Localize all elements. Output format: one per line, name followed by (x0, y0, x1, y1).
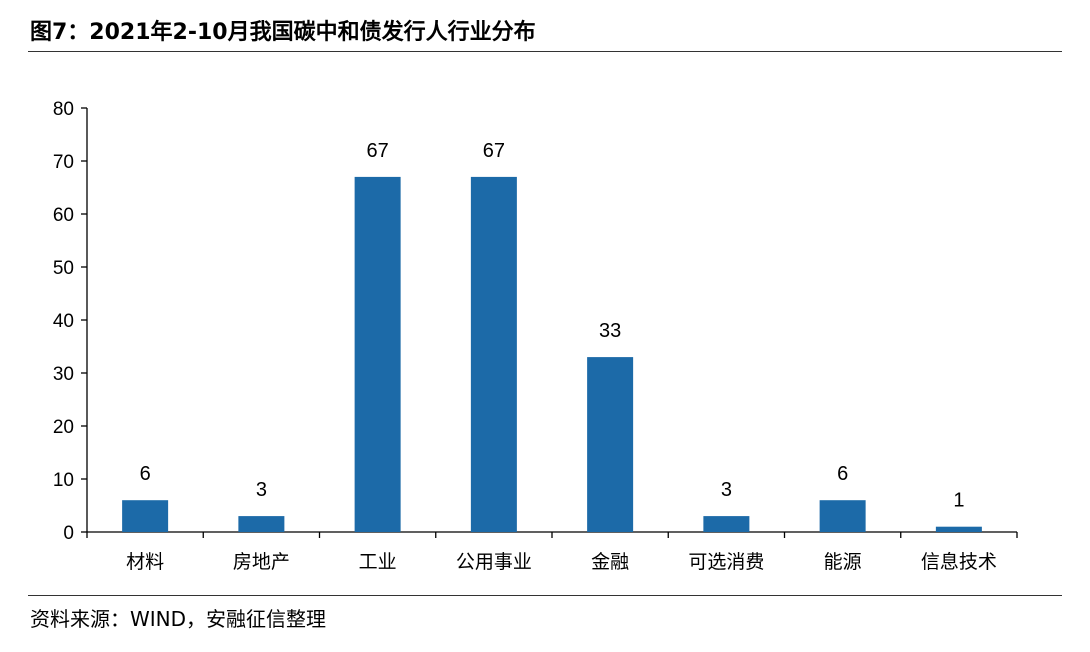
bar (122, 500, 169, 532)
top-rule (28, 51, 1062, 52)
y-tick-label: 80 (53, 99, 74, 120)
bar-value-label: 33 (599, 320, 621, 342)
y-tick-label: 30 (53, 364, 74, 385)
x-category-label: 可选消费 (688, 551, 764, 573)
x-category-label: 能源 (824, 551, 862, 573)
bar (354, 176, 401, 532)
x-category-label: 材料 (126, 551, 164, 573)
y-tick-label: 40 (53, 311, 74, 332)
x-category-label: 工业 (359, 551, 397, 573)
x-category-label: 房地产 (233, 551, 290, 573)
bar-value-label: 6 (837, 463, 848, 485)
source-note: 资料来源：WIND，安融征信整理 (30, 607, 327, 631)
bar (587, 357, 634, 532)
bar (935, 526, 982, 532)
bottom-rule (28, 595, 1062, 596)
x-category-label: 公用事业 (456, 551, 532, 573)
y-tick-label: 0 (63, 523, 74, 544)
bar-value-label: 67 (367, 140, 389, 162)
bars (122, 176, 982, 532)
y-tick-label: 10 (53, 470, 74, 491)
bar-chart: 0 10 20 30 40 50 60 70 80 材料 房地产 工业 公用事业 金融 可选消费 能源 信息技… (53, 99, 1018, 573)
y-tick-label: 50 (53, 258, 74, 279)
x-category-label: 金融 (591, 551, 629, 573)
y-tick-label: 60 (53, 205, 74, 226)
y-tick-label: 20 (53, 417, 74, 438)
figure-title: 图7：2021年2-10月我国碳中和债发行人行业分布 (30, 20, 536, 45)
bar-value-label: 1 (953, 490, 964, 512)
x-axis: 材料 房地产 工业 公用事业 金融 可选消费 能源 信息技术 (86, 531, 1018, 573)
bar (703, 516, 750, 532)
bar-value-label: 3 (721, 479, 732, 501)
bar-value-label: 67 (483, 140, 505, 162)
bar-value-label: 3 (256, 479, 267, 501)
bar (819, 500, 866, 532)
bar-value-label: 6 (140, 463, 151, 485)
bar (470, 176, 517, 532)
bar (238, 516, 285, 532)
y-tick-label: 70 (53, 152, 74, 173)
y-axis: 0 10 20 30 40 50 60 70 80 (53, 99, 88, 544)
x-category-label: 信息技术 (921, 551, 997, 573)
